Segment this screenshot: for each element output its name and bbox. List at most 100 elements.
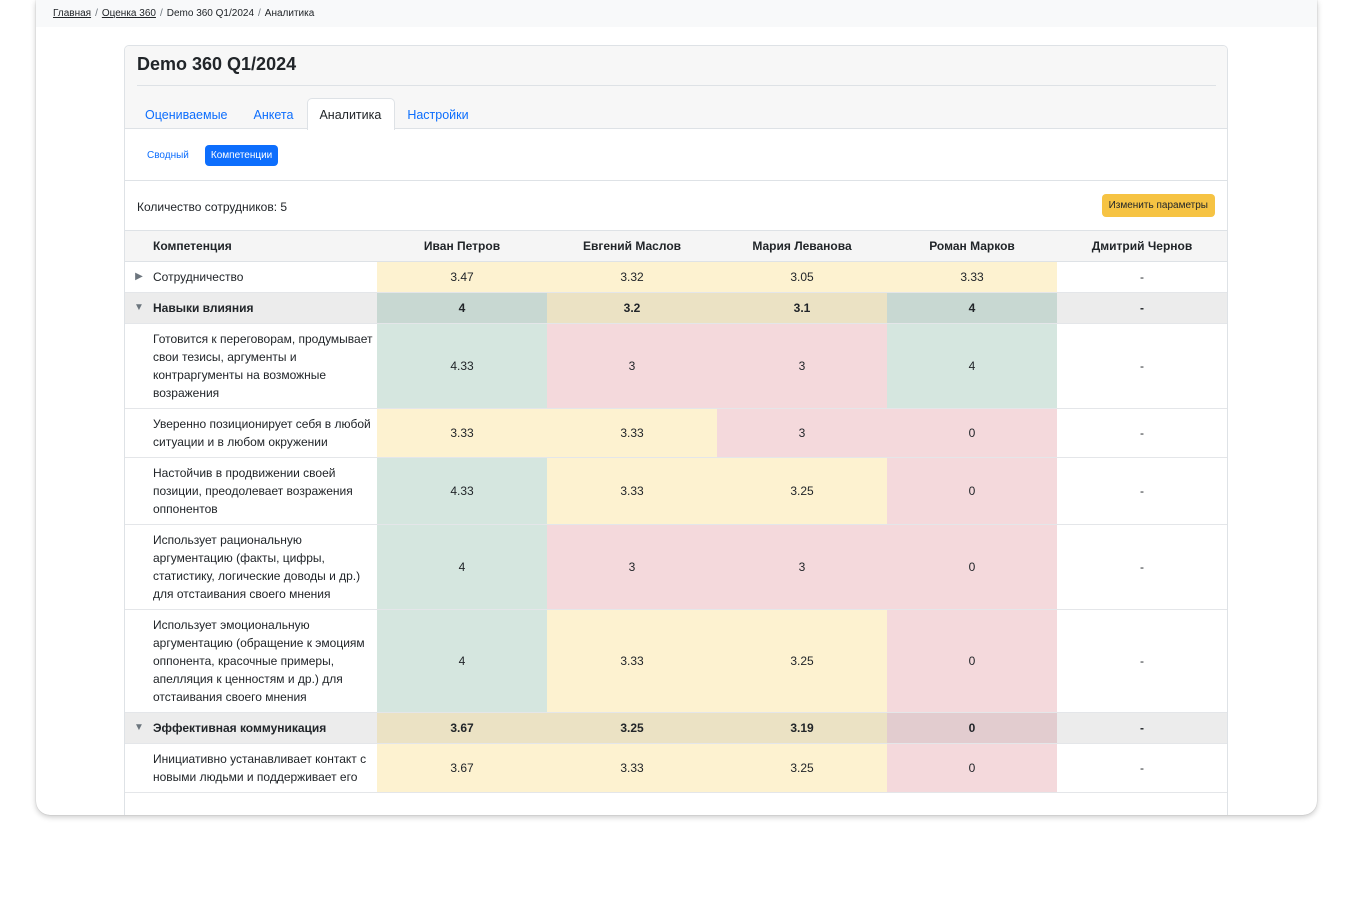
page-title: Demo 360 Q1/2024 [137, 54, 297, 74]
toggle-cell [125, 524, 153, 610]
competency-indicator-row: Уверенно позиционирует себя в любой ситу… [125, 408, 1227, 458]
toolbar: Количество сотрудников: 5 Изменить парам… [125, 181, 1227, 231]
competency-row[interactable]: ▶ Сотрудничество 3.47 3.32 3.05 3.33- [125, 261, 1227, 293]
tabs: Оцениваемые Анкета Аналитика Настройки [133, 98, 483, 130]
column-header-employee: Иван Петров [377, 231, 547, 262]
score-cell: 3.33 [547, 609, 717, 713]
score-cell: - [1057, 524, 1227, 610]
score-cell: 3.67 [377, 712, 547, 744]
table-body: ▶ Сотрудничество 3.47 3.32 3.05 3.33- ▼ Навыки … [125, 261, 1227, 793]
score-cell: 3 [547, 524, 717, 610]
breadcrumb-360-link[interactable]: Оценка 360 [101, 8, 156, 19]
subnav: Сводный Компетенции [125, 129, 1227, 181]
score-cell: 4 [377, 609, 547, 713]
competency-name: Использует рациональную аргументацию (фа… [153, 524, 377, 610]
subtab-summary[interactable]: Сводный [147, 150, 189, 161]
competency-indicator-row: Готовится к переговорам, продумывает сво… [125, 323, 1227, 409]
breadcrumb-separator: / [159, 8, 163, 19]
score-cell: 4 [377, 524, 547, 610]
change-params-button[interactable]: Изменить параметры [1101, 194, 1215, 217]
column-header-employee: Евгений Маслов [547, 231, 717, 262]
score-cell: 4.33 [377, 457, 547, 525]
header-toggle-cell [125, 231, 153, 262]
score-cell: 3.25 [717, 743, 887, 793]
breadcrumb-home-link[interactable]: Главная [53, 8, 92, 19]
score-cell: 3.25 [717, 457, 887, 525]
competency-name: Готовится к переговорам, продумывает сво… [153, 323, 377, 409]
employee-count: Количество сотрудников: 5 [137, 200, 288, 214]
score-cell: 0 [887, 743, 1057, 793]
title-divider [137, 85, 1216, 86]
score-cell: 3 [547, 323, 717, 409]
score-cell: - [1057, 261, 1227, 293]
competency-table: Компетенция Иван Петров Евгений Маслов М… [125, 231, 1227, 793]
breadcrumb-separator: / [258, 8, 261, 19]
score-cell: 3.33 [547, 408, 717, 458]
competency-indicator-row: Использует эмоциональную аргументацию (о… [125, 609, 1227, 713]
score-cell: 3.05 [717, 261, 887, 293]
breadcrumb-survey: Demo 360 Q1/2024 [166, 8, 255, 19]
score-cell: 3.67 [377, 743, 547, 793]
score-cell: 3.25 [547, 712, 717, 744]
score-cell: - [1057, 743, 1227, 793]
score-cell: 3.32 [547, 261, 717, 293]
score-cell: 3.33 [377, 408, 547, 458]
competency-row[interactable]: ▼ Эффективная коммуникация 3.67 3.25 3.19 0- [125, 712, 1227, 744]
score-cell: 3.2 [547, 292, 717, 324]
competency-name: Настойчив в продвижении своей позиции, п… [153, 457, 377, 525]
score-cell: 3.19 [717, 712, 887, 744]
tab-assessees[interactable]: Оцениваемые [145, 108, 228, 122]
expand-icon[interactable]: ▶ [125, 261, 153, 293]
competency-name: Навыки влияния [153, 292, 377, 324]
score-cell: 0 [887, 408, 1057, 458]
column-header-employee: Дмитрий Чернов [1057, 231, 1227, 262]
score-cell: 0 [887, 457, 1057, 525]
score-cell: - [1057, 408, 1227, 458]
toggle-cell [125, 323, 153, 409]
toggle-cell [125, 743, 153, 793]
tab-questionnaire[interactable]: Анкета [253, 108, 294, 122]
score-cell: 3.33 [547, 743, 717, 793]
score-cell: 3 [717, 524, 887, 610]
competency-name: Инициативно устанавливает контакт с новы… [153, 743, 377, 793]
score-cell: 0 [887, 609, 1057, 713]
score-cell: 4 [377, 292, 547, 324]
score-cell: 4.33 [377, 323, 547, 409]
competency-name: Эффективная коммуникация [153, 712, 377, 744]
score-cell: 3.47 [377, 261, 547, 293]
subtab-competencies[interactable]: Компетенции [204, 145, 279, 166]
score-cell: 0 [887, 712, 1057, 744]
browser-window: Главная / Оценка 360/Demo 360 Q1/2024/Анал… [36, 0, 1317, 815]
score-cell: - [1057, 292, 1227, 324]
toggle-cell [125, 609, 153, 713]
score-cell: 3.33 [887, 261, 1057, 293]
competency-indicator-row: Использует рациональную аргументацию (фа… [125, 524, 1227, 610]
table-header-row: Компетенция Иван Петров Евгений Маслов М… [125, 231, 1227, 262]
score-cell: 3.33 [547, 457, 717, 525]
toggle-cell [125, 457, 153, 525]
collapse-icon[interactable]: ▼ [125, 292, 153, 324]
breadcrumb-separator: / [95, 8, 98, 19]
competency-indicator-row: Настойчив в продвижении своей позиции, п… [125, 457, 1227, 525]
score-cell: - [1057, 712, 1227, 744]
score-cell: - [1057, 323, 1227, 409]
score-cell: 0 [887, 524, 1057, 610]
competency-name: Использует эмоциональную аргументацию (о… [153, 609, 377, 713]
card-header: Demo 360 Q1/2024 Оцениваемые Анкета Анал… [125, 46, 1227, 130]
score-cell: 4 [887, 292, 1057, 324]
toggle-cell [125, 408, 153, 458]
score-cell: 4 [887, 323, 1057, 409]
score-cell: 3 [717, 408, 887, 458]
competency-row[interactable]: ▼ Навыки влияния 4 3.2 3.1 4- [125, 292, 1227, 324]
column-header-competency: Компетенция [153, 231, 377, 262]
column-header-employee: Роман Марков [887, 231, 1057, 262]
collapse-icon[interactable]: ▼ [125, 712, 153, 744]
breadcrumb-current: Аналитика [264, 8, 315, 19]
tab-settings[interactable]: Настройки [407, 108, 469, 122]
competency-name: Уверенно позиционирует себя в любой ситу… [153, 408, 377, 458]
tab-analytics[interactable]: Аналитика [307, 98, 396, 130]
score-cell: - [1057, 609, 1227, 713]
score-cell: 3 [717, 323, 887, 409]
score-cell: - [1057, 457, 1227, 525]
column-header-employee: Мария Леванова [717, 231, 887, 262]
